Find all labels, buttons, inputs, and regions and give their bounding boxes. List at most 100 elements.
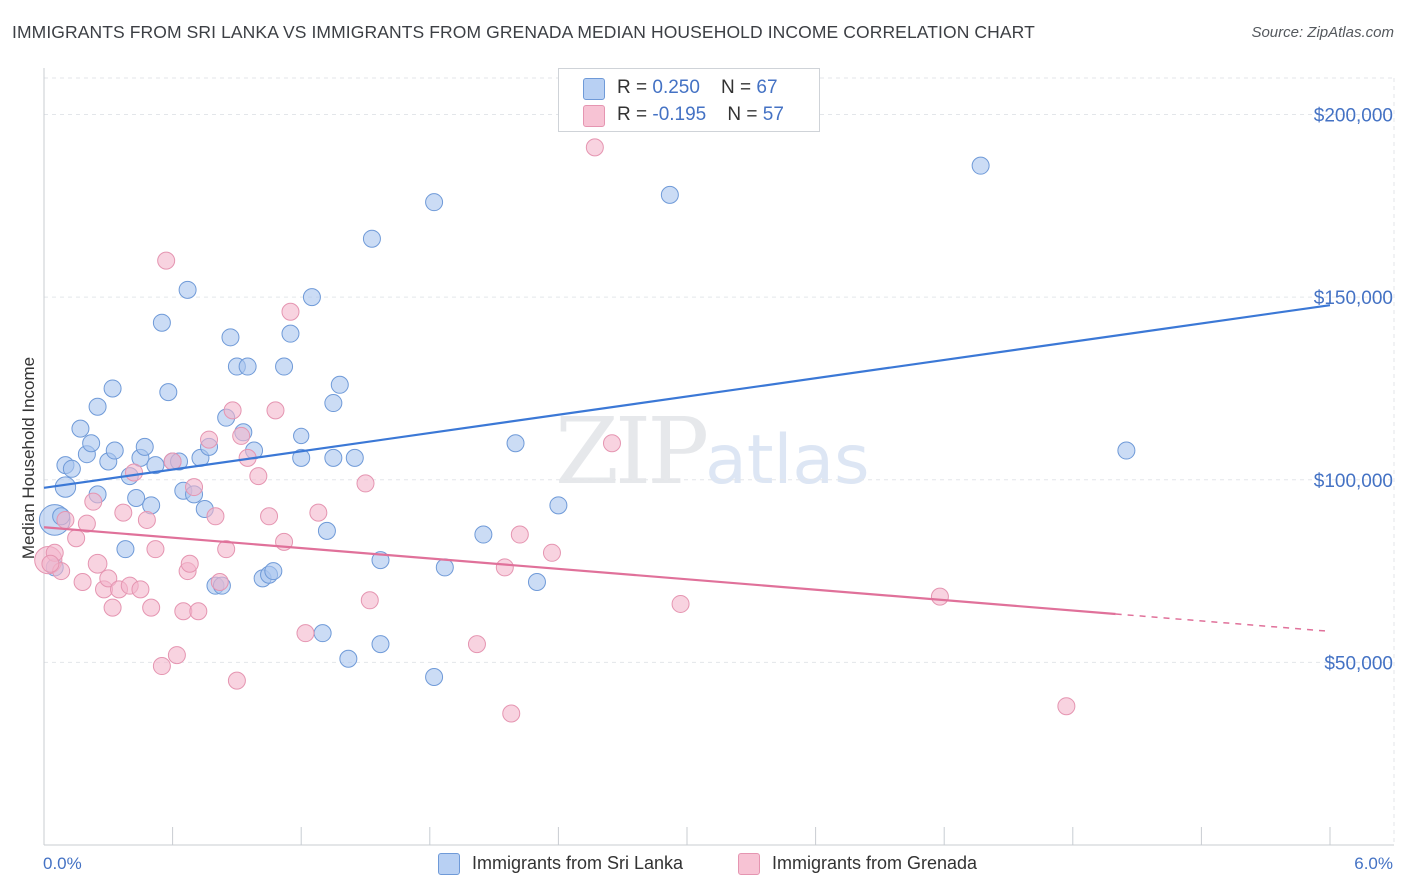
sri-lanka-point [345, 448, 364, 467]
grenada-point [180, 554, 199, 573]
grenada-point [510, 525, 529, 544]
grenada-trend-line-extension [1115, 613, 1331, 633]
watermark-atlas: atlas [705, 421, 870, 500]
grenada-point [249, 467, 268, 486]
grenada-point [296, 624, 315, 643]
grenada-point [467, 635, 486, 654]
sri-lanka-point [330, 375, 349, 394]
grenada-point [206, 507, 225, 526]
sri-lanka-point [474, 525, 493, 544]
grenada-point [266, 401, 285, 420]
grenada-point [200, 430, 219, 449]
sri-lanka-point [660, 185, 679, 204]
sri-lanka-point [82, 434, 101, 453]
grenada-point [227, 671, 246, 690]
sri-lanka-point [324, 448, 343, 467]
sri-lanka-point [281, 324, 300, 343]
grenada-point [77, 514, 96, 533]
grenada-point [585, 138, 604, 157]
sri-lanka-point [88, 397, 107, 416]
legend-text-sri-lanka: R = 0.250 N = 67 [617, 77, 778, 98]
grenada-point [56, 510, 75, 529]
grenada-point [189, 602, 208, 621]
x-tick-label-max: 6.0% [1354, 854, 1393, 873]
sri-lanka-point [71, 419, 90, 438]
grenada-point [223, 401, 242, 420]
grenada-point [152, 657, 171, 676]
sri-lanka-point [302, 288, 321, 307]
grenada-point [125, 463, 144, 482]
sri-lanka-point [324, 394, 343, 413]
grenada-point [163, 452, 182, 471]
sri-lanka-point [435, 558, 454, 577]
y-tick-label: $150,000 [1314, 288, 1393, 309]
correlation-legend: R = 0.250 N = 67 R = -0.195 N = 57 [558, 68, 820, 132]
grenada-point [210, 573, 229, 592]
sri-lanka-point [425, 667, 444, 686]
sri-lanka-point [362, 229, 381, 248]
sri-lanka-point [506, 434, 525, 453]
sri-lanka-point [293, 427, 310, 445]
watermark: ZIPatlas [555, 398, 870, 505]
grenada-point [260, 507, 279, 526]
grenada-point [671, 594, 690, 613]
sri-lanka-point [371, 635, 390, 654]
sri-lanka-point [238, 357, 257, 376]
grenada-point [281, 302, 300, 321]
sri-lanka-point [425, 193, 444, 212]
sri-lanka-point [103, 379, 122, 398]
source-label: Source: ZipAtlas.com [1251, 24, 1394, 41]
grenada-point [232, 426, 251, 445]
sri-lanka-point [159, 383, 178, 402]
bottom-legend-swatch-pink [738, 853, 760, 875]
grenada-point [502, 704, 521, 723]
legend-swatch-pink [583, 105, 605, 127]
grenada-point [99, 569, 118, 588]
legend-swatch-blue [583, 78, 605, 100]
y-tick-label: $50,000 [1324, 653, 1393, 674]
bottom-legend-label-grenada: Immigrants from Grenada [772, 853, 978, 873]
y-tick-label: $100,000 [1314, 471, 1393, 492]
sri-lanka-point [54, 476, 77, 498]
sri-lanka-point [152, 313, 171, 332]
sri-lanka-point [317, 521, 336, 540]
sri-lanka-point [549, 496, 568, 515]
sri-lanka-point [339, 649, 358, 668]
grenada-point [67, 529, 86, 548]
sri-lanka-point [292, 448, 311, 467]
chart-title: IMMIGRANTS FROM SRI LANKA VS IMMIGRANTS … [12, 22, 1035, 42]
sri-lanka-point [275, 357, 294, 376]
grenada-point [1057, 697, 1076, 716]
grenada-point [217, 540, 236, 559]
grenada-point [73, 573, 92, 592]
grenada-point [87, 553, 108, 574]
sri-lanka-point [264, 562, 283, 581]
sri-lanka-point [1117, 441, 1136, 460]
legend-text-grenada: R = -0.195 N = 57 [617, 104, 784, 125]
sri-lanka-trend-line [43, 304, 1331, 489]
sri-lanka-point [127, 489, 146, 508]
grenada-point [137, 510, 156, 529]
grenada-point [542, 543, 561, 562]
grenada-point [495, 558, 514, 577]
grenada-point [103, 598, 122, 617]
grenada-point [360, 591, 379, 610]
sri-lanka-point [146, 456, 165, 475]
sri-lanka-point [221, 328, 240, 347]
grenada-point [930, 587, 949, 606]
grenada-point [131, 580, 150, 599]
sri-lanka-point [116, 540, 135, 559]
sri-lanka-point [527, 573, 546, 592]
y-axis-label: Median Household Income [19, 357, 38, 559]
grenada-point [602, 434, 621, 453]
grenada-point [167, 646, 186, 665]
grenada-trend-line [43, 526, 1116, 616]
bottom-legend-swatch-blue [438, 853, 460, 875]
grenada-point [142, 598, 161, 617]
sri-lanka-point [971, 156, 990, 175]
grenada-point [157, 251, 176, 270]
sri-lanka-point [178, 280, 197, 299]
grenada-point [41, 554, 60, 573]
trend-layer [43, 304, 1331, 633]
